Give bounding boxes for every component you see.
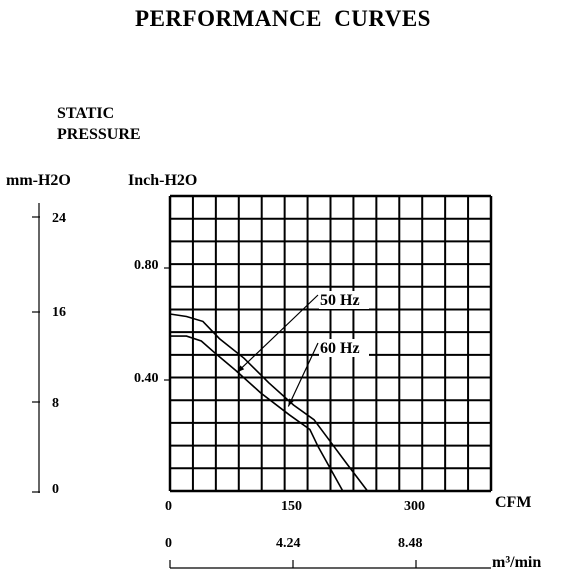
chart-title: PERFORMANCE CURVES [135, 6, 431, 31]
y-unit-mm: mm-H2O [6, 172, 71, 189]
y-tick-mm-0: 0 [52, 482, 59, 497]
x-tick-m3-848: 8.48 [398, 536, 423, 551]
x-unit-cfm: CFM [495, 494, 532, 511]
x-tick-cfm-150: 150 [281, 499, 302, 514]
y-axis-label-line2: PRESSURE [57, 126, 141, 143]
series-label-bg-60hz [319, 339, 369, 357]
leader-line [287, 342, 319, 407]
series-label-bg-50hz [319, 291, 369, 309]
x-unit-m3: m³/min [492, 554, 542, 571]
y-tick-mm-8: 8 [52, 396, 59, 411]
x-tick-cfm-0: 0 [165, 499, 172, 514]
series-label-60hz: 60 Hz [320, 340, 360, 357]
y-tick-mm-16: 16 [52, 305, 66, 320]
leader-arrowhead [288, 398, 294, 407]
leader-arrowhead [236, 365, 245, 373]
y-axis-label-line1: STATIC [57, 105, 115, 122]
x-tick-cfm-300: 300 [404, 499, 425, 514]
y-tick-mm-24: 24 [52, 211, 66, 226]
y-unit-inch: Inch-H2O [128, 172, 198, 189]
x-tick-m3-0: 0 [165, 536, 172, 551]
curve-50hz [170, 335, 344, 492]
y-tick-inch-040: 0.40 [134, 371, 159, 386]
y-tick-inch-080: 0.80 [134, 258, 159, 273]
curve-60hz [169, 313, 369, 492]
leader-line [236, 294, 319, 373]
series-label-50hz: 50 Hz [320, 292, 360, 309]
x-tick-m3-424: 4.24 [276, 536, 301, 551]
